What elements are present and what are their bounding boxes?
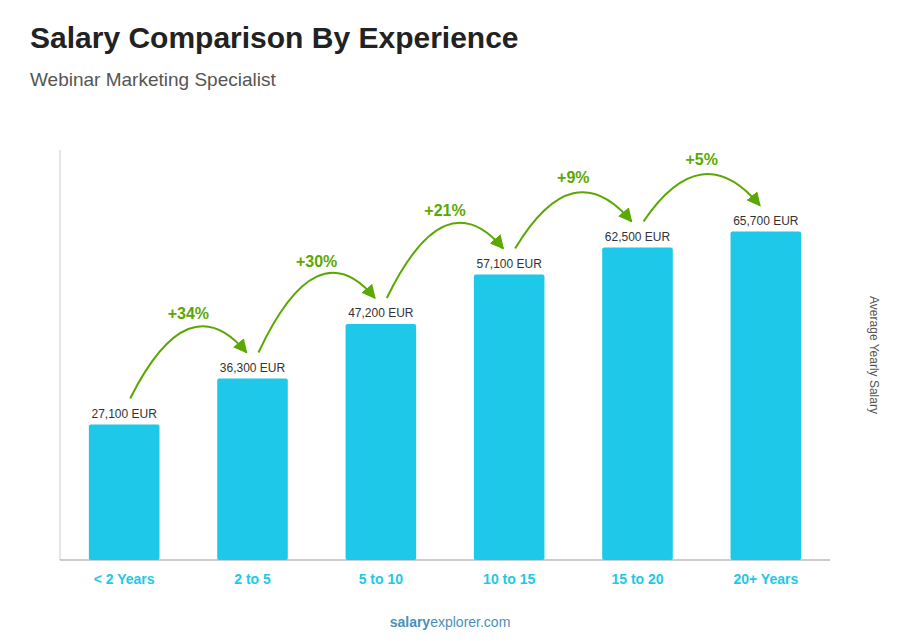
data-label: 57,100 EUR [476,257,542,271]
bar [217,379,288,561]
bar [346,324,417,560]
bar [89,425,160,561]
pct-change-label: +34% [168,305,209,322]
subtitle: Webinar Marketing Specialist [30,69,276,90]
pct-change-label: +9% [557,169,589,186]
x-tick-label: 20+ Years [733,571,798,587]
watermark-normal: explorer.com [430,614,510,630]
x-tick-label: 15 to 20 [611,571,663,587]
x-axis-line [60,560,830,561]
bar [602,248,673,561]
x-tick-label: 10 to 15 [483,571,535,587]
x-tick-label: < 2 Years [94,571,155,587]
pct-change-label: +5% [685,151,717,168]
chart: Salary Comparison By Experience Webinar M… [0,0,900,641]
watermark-bold: salary [390,614,431,630]
change-arrow [259,273,375,353]
change-arrow [644,174,760,221]
title: Salary Comparison By Experience [30,21,519,54]
bar [474,275,545,561]
pct-change-label: +21% [424,202,465,219]
change-arrow [130,326,246,398]
bar [731,232,802,561]
bars [89,232,801,561]
data-label: 47,200 EUR [348,306,414,320]
x-tick-label: 2 to 5 [234,571,271,587]
data-label: 65,700 EUR [733,214,799,228]
change-arrow [387,223,503,298]
y-axis-label: Average Yearly Salary [867,296,881,414]
y-axis-line [60,150,61,560]
watermark: salaryexplorer.com [390,614,511,630]
data-label: 62,500 EUR [605,230,671,244]
x-tick-label: 5 to 10 [359,571,404,587]
data-label: 36,300 EUR [220,361,286,375]
data-label: 27,100 EUR [91,407,157,421]
change-arrow [515,192,631,248]
pct-change-label: +30% [296,253,337,270]
